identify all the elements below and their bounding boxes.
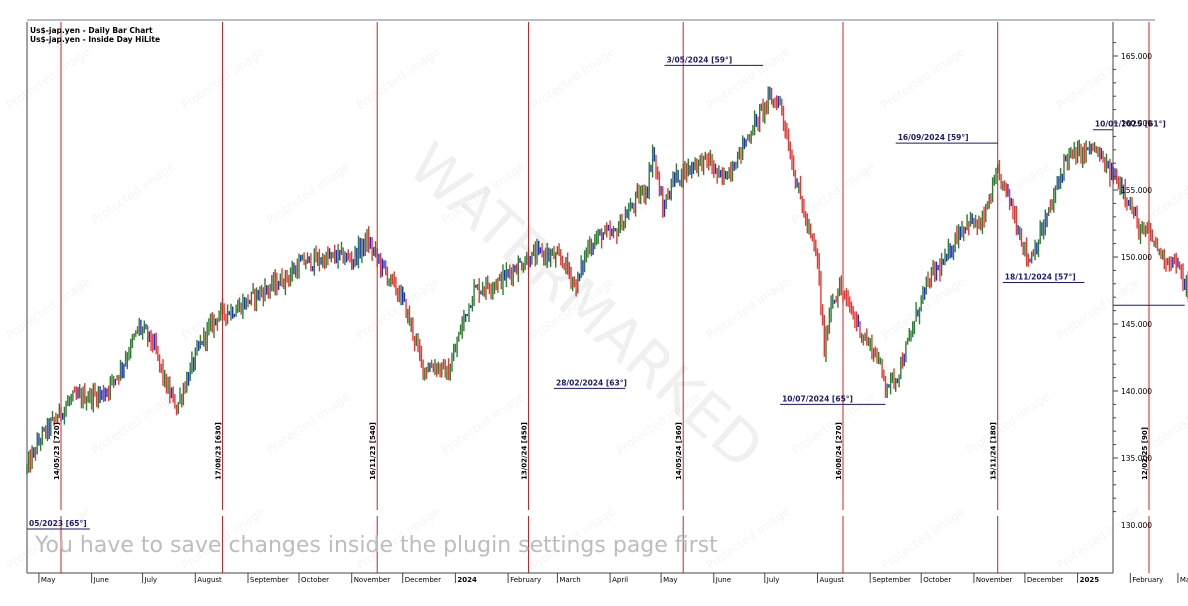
annotation-label: 05/2023 [65°] <box>29 519 87 528</box>
y-tick-label-bottom: 130.000 <box>1121 521 1152 530</box>
price-bars <box>26 86 1188 475</box>
cycle-label: 13/02/24 [450] <box>521 422 529 480</box>
cycle-label: 14/05/24 [360] <box>675 422 683 480</box>
annotation-label: 16/09/2024 [59°] <box>898 133 969 142</box>
x-month-label: July <box>766 576 780 584</box>
x-month-label: May <box>41 576 55 584</box>
annotation-label: 3/05/2024 [59°] <box>667 55 733 64</box>
x-month-label: 2024 <box>457 576 477 584</box>
x-month-label: March <box>1180 576 1188 584</box>
cycle-label: 16/11/23 [540] <box>369 422 377 480</box>
x-month-label: November <box>354 576 391 584</box>
annotation-label: 14/04/2025 [63°] <box>1187 295 1188 304</box>
y-tick-label: 140.000 <box>1121 387 1152 396</box>
x-month-label: December <box>405 576 441 584</box>
cycle-label: 14/05/23 [720] <box>53 422 61 480</box>
cycle-label: 16/08/24 [270] <box>835 422 843 480</box>
x-month-label: April <box>612 576 628 584</box>
y-tick-label: 160.000 <box>1121 119 1152 128</box>
x-month-label: 2025 <box>1080 576 1100 584</box>
x-month-label: September <box>872 576 911 584</box>
chart-header-line2: Us$-jap.yen - Inside Day HiLite <box>30 35 160 44</box>
y-tick-label: 155.000 <box>1121 186 1152 195</box>
x-month-label: February <box>1132 576 1163 584</box>
x-month-label: October <box>923 576 951 584</box>
annotation-label: 10/07/2024 [65°] <box>782 394 853 403</box>
chart-header-line1: Us$-jap.yen - Daily Bar Chart <box>30 26 153 35</box>
y-axis: 135.000 140.000 145.000 150.000 155.000 160.0… <box>26 22 1152 574</box>
x-month-label: August <box>820 576 845 584</box>
x-month-label: August <box>197 576 222 584</box>
x-month-label: November <box>976 576 1013 584</box>
x-month-label: September <box>250 576 289 584</box>
plugin-notice: You have to save changes inside the plug… <box>34 533 718 558</box>
y-tick-label: 145.000 <box>1121 320 1152 329</box>
y-tick-label: 135.000 <box>1121 454 1152 463</box>
x-month-label: July <box>144 576 158 584</box>
x-month-label: June <box>93 576 109 584</box>
x-month-label: March <box>559 576 580 584</box>
y-tick-label: 165.000 <box>1121 52 1152 61</box>
x-axis: May June July August September October Novembe… <box>38 573 1188 584</box>
x-month-label: June <box>715 576 731 584</box>
x-month-label: December <box>1027 576 1063 584</box>
x-month-label: October <box>301 576 329 584</box>
y-tick-label: 150.000 <box>1121 253 1152 262</box>
cycle-label: 15/11/24 [180] <box>990 422 998 480</box>
cycle-label: 12/02/25 [90] <box>1141 427 1149 480</box>
cycle-lines: 14/05/23 [720] 17/08/23 [630] 16/11/23 [54… <box>53 22 1150 573</box>
x-month-label: February <box>510 576 541 584</box>
annotation-label: 10/01/2025 [61°] <box>1095 120 1166 129</box>
angle-annotations: 3/05/2024 [59°] 16/09/2024 [59°] 10/01/202… <box>27 55 1188 530</box>
x-month-label: May <box>663 576 677 584</box>
cycle-label: 17/08/23 [630] <box>215 422 223 480</box>
annotation-label: 28/02/2024 [63°] <box>556 378 627 387</box>
annotation-label: 18/11/2024 [57°] <box>1005 272 1076 281</box>
